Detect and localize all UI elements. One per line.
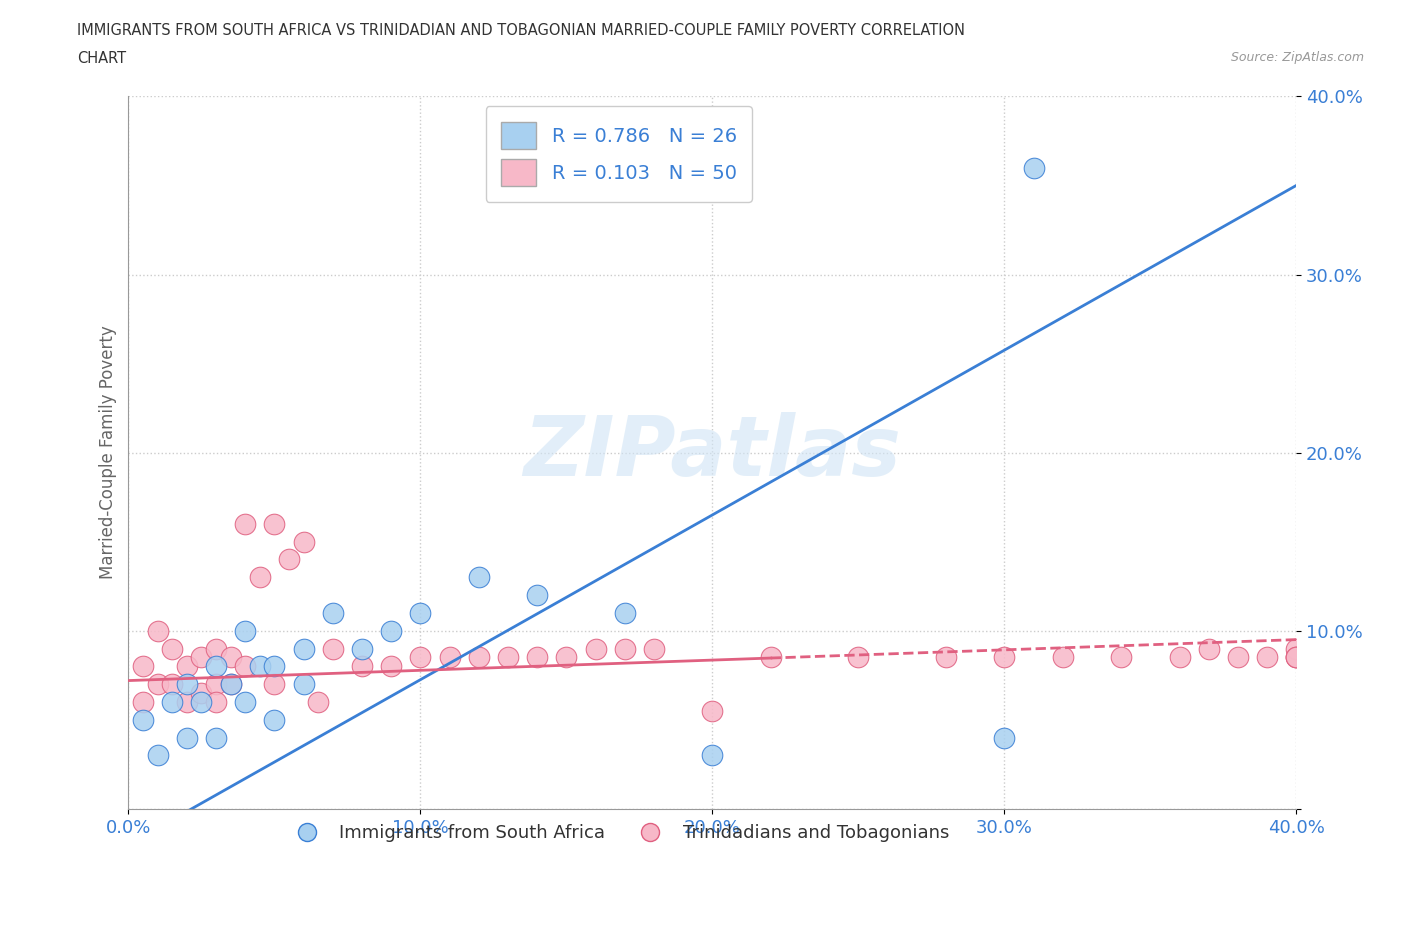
Point [526, 650, 548, 665]
Point [219, 650, 242, 665]
Text: CHART: CHART [77, 51, 127, 66]
Point [219, 677, 242, 692]
Point [1285, 650, 1308, 665]
Point [176, 677, 198, 692]
Point [643, 641, 665, 656]
Point [759, 650, 782, 665]
Y-axis label: Married-Couple Family Poverty: Married-Couple Family Poverty [100, 326, 117, 579]
Point [292, 534, 315, 549]
Point [322, 641, 344, 656]
Point [146, 677, 169, 692]
Point [176, 658, 198, 673]
Point [292, 641, 315, 656]
Point [162, 677, 184, 692]
Point [233, 658, 256, 673]
Point [1285, 650, 1308, 665]
Point [350, 641, 373, 656]
Point [1052, 650, 1074, 665]
Point [233, 516, 256, 531]
Point [1285, 641, 1308, 656]
Point [176, 730, 198, 745]
Point [555, 650, 578, 665]
Point [162, 641, 184, 656]
Point [935, 650, 957, 665]
Point [307, 695, 329, 710]
Point [278, 552, 301, 567]
Legend: Immigrants from South Africa, Trinidadians and Tobagonians: Immigrants from South Africa, Trinidadia… [281, 817, 956, 850]
Point [468, 650, 491, 665]
Point [350, 658, 373, 673]
Point [205, 695, 228, 710]
Point [409, 605, 432, 620]
Point [993, 650, 1015, 665]
Point [263, 516, 285, 531]
Point [409, 650, 432, 665]
Point [292, 677, 315, 692]
Point [249, 570, 271, 585]
Point [190, 695, 212, 710]
Point [1109, 650, 1132, 665]
Point [1198, 641, 1220, 656]
Point [233, 623, 256, 638]
Point [1256, 650, 1278, 665]
Text: Source: ZipAtlas.com: Source: ZipAtlas.com [1230, 51, 1364, 64]
Point [380, 658, 402, 673]
Point [146, 748, 169, 763]
Point [702, 748, 724, 763]
Point [176, 695, 198, 710]
Point [162, 695, 184, 710]
Point [846, 650, 869, 665]
Text: IMMIGRANTS FROM SOUTH AFRICA VS TRINIDADIAN AND TOBAGONIAN MARRIED-COUPLE FAMILY: IMMIGRANTS FROM SOUTH AFRICA VS TRINIDAD… [77, 23, 966, 38]
Point [190, 650, 212, 665]
Point [1022, 160, 1045, 175]
Point [1168, 650, 1191, 665]
Point [132, 658, 155, 673]
Point [613, 605, 636, 620]
Point [439, 650, 461, 665]
Point [468, 570, 491, 585]
Point [993, 730, 1015, 745]
Point [1285, 650, 1308, 665]
Point [132, 695, 155, 710]
Point [322, 605, 344, 620]
Point [263, 658, 285, 673]
Point [702, 703, 724, 718]
Point [219, 677, 242, 692]
Point [263, 712, 285, 727]
Point [526, 588, 548, 603]
Point [380, 623, 402, 638]
Point [205, 641, 228, 656]
Point [146, 623, 169, 638]
Point [263, 677, 285, 692]
Point [132, 712, 155, 727]
Point [205, 730, 228, 745]
Point [249, 658, 271, 673]
Point [233, 695, 256, 710]
Point [613, 641, 636, 656]
Point [205, 677, 228, 692]
Point [190, 685, 212, 700]
Point [496, 650, 519, 665]
Point [585, 641, 607, 656]
Point [1226, 650, 1249, 665]
Point [205, 658, 228, 673]
Text: ZIPatlas: ZIPatlas [523, 412, 901, 493]
